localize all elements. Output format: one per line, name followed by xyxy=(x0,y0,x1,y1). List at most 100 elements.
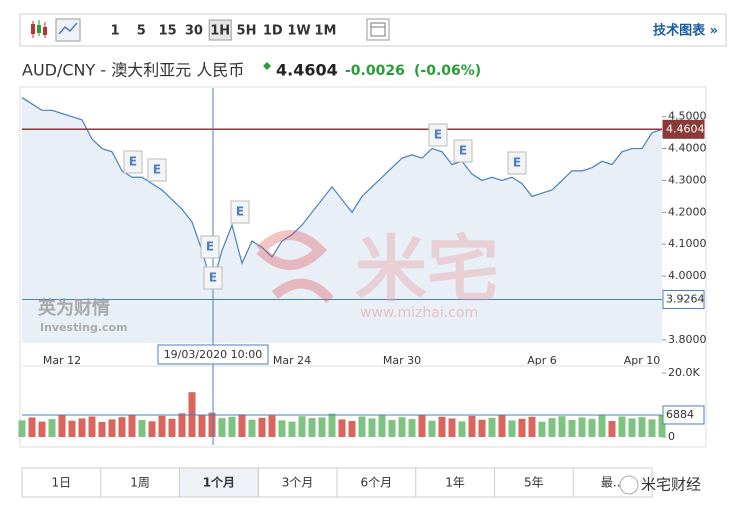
flag-icon xyxy=(263,62,271,70)
volume-bar xyxy=(528,416,536,437)
y-tick-label: 4.2000 xyxy=(668,205,707,218)
range-button[interactable]: 1年 xyxy=(445,476,465,490)
volume-bar xyxy=(638,417,646,437)
watermark-mizhai-url: www.mizhai.com xyxy=(360,305,478,321)
interval-button[interactable]: 1 xyxy=(110,24,119,39)
candle-icon[interactable] xyxy=(31,20,47,38)
interval-button[interactable]: 1H xyxy=(210,24,230,39)
volume-bar xyxy=(118,417,126,437)
volume-bar xyxy=(248,419,256,437)
settings-icon[interactable] xyxy=(366,18,390,41)
interval-button[interactable]: 1W xyxy=(287,24,310,39)
x-tick-label: Apr 6 xyxy=(527,354,557,367)
x-tick-label: Apr 10 xyxy=(624,354,661,367)
interval-button[interactable]: 5H xyxy=(237,24,257,39)
volume-bar xyxy=(48,419,56,437)
volume-bar xyxy=(198,415,206,437)
volume-bar xyxy=(78,418,86,437)
interval-button[interactable]: 1D xyxy=(263,24,283,39)
event-label[interactable]: E xyxy=(153,163,161,177)
volume-bar xyxy=(388,420,396,437)
volume-bar xyxy=(148,421,156,437)
reference-label-box xyxy=(662,119,705,139)
watermark-logo xyxy=(256,230,334,304)
volume-bar xyxy=(58,414,66,437)
event-label[interactable]: E xyxy=(206,240,214,254)
event-marker[interactable] xyxy=(428,123,448,147)
volume-bar xyxy=(38,421,46,437)
volume-bar xyxy=(658,414,666,437)
volume-bar xyxy=(178,413,186,437)
event-marker[interactable] xyxy=(507,151,527,175)
tech-chart-link[interactable]: 技术图表 » xyxy=(653,23,718,39)
volume-bar xyxy=(298,416,306,437)
watermark-investing-cn: 英为财情 xyxy=(37,297,110,319)
event-label[interactable]: E xyxy=(434,128,442,142)
event-label[interactable]: E xyxy=(129,155,137,169)
volume-bar xyxy=(138,420,146,437)
range-button[interactable]: 1个月 xyxy=(203,475,235,490)
volume-bar xyxy=(168,418,176,437)
event-marker[interactable] xyxy=(147,158,167,182)
line-icon[interactable] xyxy=(55,18,81,42)
volume-bar xyxy=(648,419,656,437)
watermark-wechat: 米宅财经 xyxy=(641,476,701,494)
volume-bar xyxy=(468,415,476,437)
volume-bar xyxy=(398,417,406,437)
x-tick-label: Mar 30 xyxy=(383,354,421,367)
event-marker[interactable] xyxy=(123,150,143,174)
volume-bar xyxy=(378,414,386,437)
volume-bar xyxy=(628,418,636,437)
volume-bar xyxy=(408,419,416,437)
price-change-pct: (-0.06%) xyxy=(414,63,481,79)
volume-bar xyxy=(288,421,296,437)
area xyxy=(22,97,662,343)
range-button[interactable]: 1周 xyxy=(130,476,150,490)
y-tick-label: 4.5000 xyxy=(668,110,707,123)
y-tick-label: 0 xyxy=(668,430,675,443)
volume-bar xyxy=(478,419,486,437)
event-label[interactable]: E xyxy=(459,144,467,158)
y-tick-label: 4.3000 xyxy=(668,173,707,186)
volume-bar xyxy=(568,420,576,437)
event-marker[interactable] xyxy=(203,266,223,290)
interval-button[interactable]: 30 xyxy=(185,24,203,39)
range-button[interactable]: 最... xyxy=(601,476,624,490)
volume-bar xyxy=(268,415,276,437)
last-price: 4.4604 xyxy=(276,61,338,80)
interval-button[interactable]: 15 xyxy=(159,24,177,39)
volume-bar xyxy=(448,418,456,437)
volume-bar xyxy=(238,414,246,437)
event-marker[interactable] xyxy=(200,235,220,259)
event-marker[interactable] xyxy=(453,139,473,163)
range-button[interactable]: 3个月 xyxy=(282,476,314,490)
event-label[interactable]: E xyxy=(513,156,521,170)
volume-bar xyxy=(338,419,346,437)
volume-bar xyxy=(618,416,626,437)
volume-bar xyxy=(98,421,106,437)
wechat-icon xyxy=(619,475,639,495)
volume-bar xyxy=(228,416,236,437)
range-button[interactable]: 6个月 xyxy=(361,476,393,490)
event-label[interactable]: E xyxy=(236,205,244,219)
volume-bar xyxy=(278,420,286,437)
range-button[interactable]: 1日 xyxy=(52,476,72,490)
volume-bar xyxy=(28,417,36,437)
x-tick-label: Mar 24 xyxy=(273,354,311,367)
interval-button[interactable]: 5 xyxy=(137,24,146,39)
crosshair-date-box xyxy=(157,344,269,365)
volume-bar xyxy=(608,421,616,437)
volume-bar xyxy=(588,419,596,437)
crosshair-date: 19/03/2020 10:00 xyxy=(164,348,263,361)
event-marker[interactable] xyxy=(230,200,250,224)
volume-bar xyxy=(488,417,496,437)
volume-bar xyxy=(538,421,546,437)
reference-label: 3.9264 xyxy=(666,293,705,306)
range-button[interactable]: 5年 xyxy=(524,476,544,490)
volume-bar xyxy=(498,415,506,437)
interval-button[interactable]: 1M xyxy=(314,24,336,39)
event-label[interactable]: E xyxy=(209,271,217,285)
volume-bar xyxy=(438,416,446,437)
